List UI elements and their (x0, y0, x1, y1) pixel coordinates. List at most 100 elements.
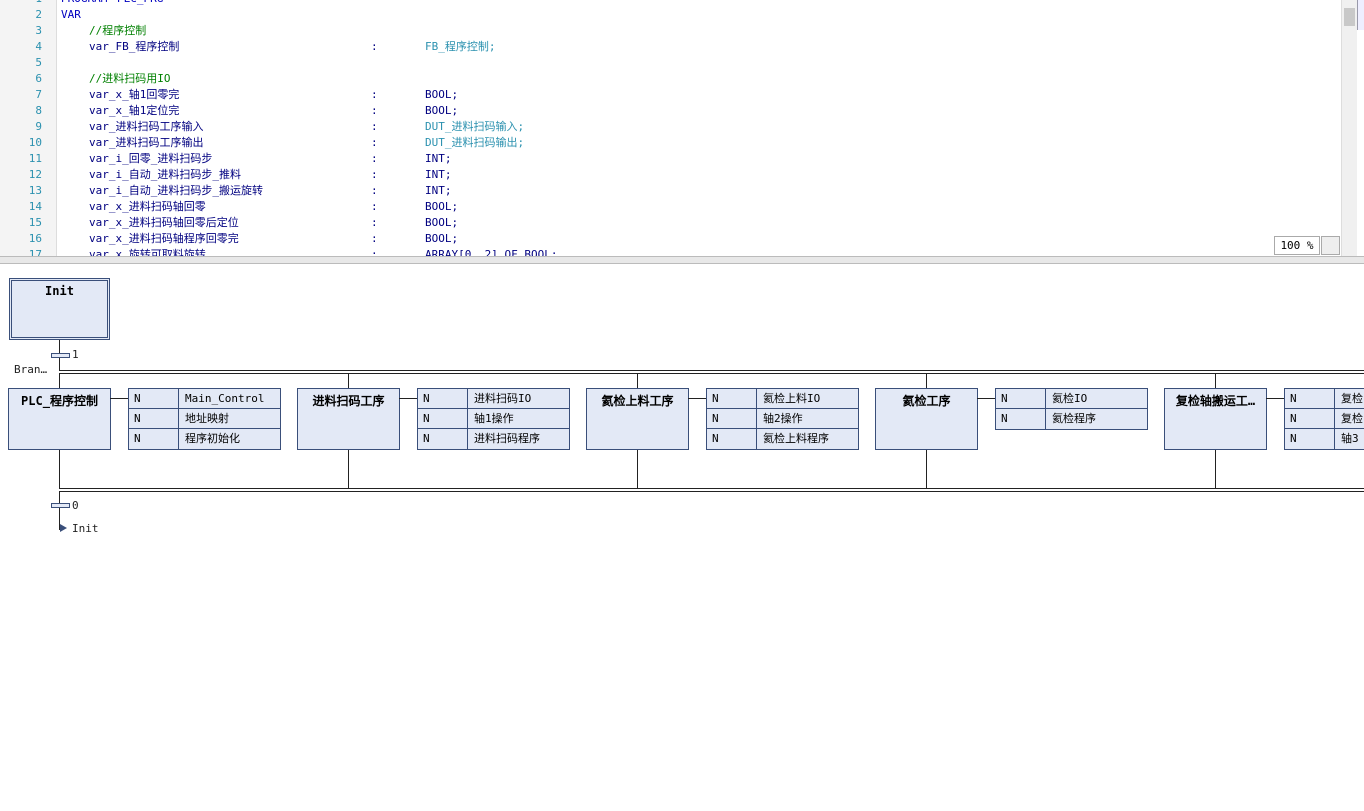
declaration-editor[interactable]: 1 PROGRAM PLC_PRG 2 VAR 3 //程序控制 4 var_FB_程序控制: F… (0, 0, 1341, 256)
connector (59, 491, 60, 530)
action-row: N 进料扫码程序 (418, 429, 569, 449)
connector (1215, 450, 1216, 488)
colon: : (371, 40, 378, 53)
action-name: 复检 (1341, 392, 1363, 405)
variable-type: BOOL; (425, 104, 459, 117)
connector (926, 373, 927, 388)
qualifier: N (1285, 429, 1335, 449)
transition-label: 0 (72, 499, 79, 512)
side-panel[interactable] (1357, 0, 1364, 30)
sfc-editor: Init 1 Bran… PLC_程序控制 N Main_Control N 地址映射 N 程序初… (0, 263, 1364, 811)
line-number: 2 (35, 8, 42, 21)
action-block[interactable]: N 复检 N 复检 N 轴3 (1284, 388, 1364, 450)
line-number: 6 (35, 72, 42, 85)
action-name: 程序初始化 (185, 432, 240, 445)
action-row: N 轴1操作 (418, 409, 569, 429)
step-name: Init (45, 284, 74, 298)
connector (926, 450, 927, 488)
variable-name: var_FB_程序控制 (89, 40, 180, 53)
colon: : (371, 168, 378, 181)
zoom-button[interactable] (1321, 236, 1340, 255)
zoom-field[interactable]: 100 % (1274, 236, 1320, 255)
line-number: 13 (28, 184, 42, 197)
variable-type: BOOL; (425, 216, 459, 229)
colon: : (371, 136, 378, 149)
step[interactable]: 复检轴搬运工… (1164, 388, 1267, 450)
action-name: 地址映射 (185, 412, 229, 425)
splitter[interactable] (0, 256, 1364, 264)
variable-type: BOOL; (425, 200, 459, 213)
variable-type: BOOL; (425, 88, 459, 101)
connector (637, 450, 638, 488)
colon: : (371, 232, 378, 245)
line-gutter (0, 0, 57, 256)
action-name: 轴3 (1341, 432, 1359, 445)
line-number: 4 (35, 40, 42, 53)
action-link (399, 398, 417, 399)
init-step[interactable]: Init (9, 278, 110, 340)
connector (348, 373, 349, 388)
variable-name: var_i_回零_进料扫码步 (89, 152, 213, 165)
connector (59, 373, 60, 388)
action-block[interactable]: N 氦检IO N 氦检程序 (995, 388, 1148, 430)
variable-name: var_x_轴1定位完 (89, 104, 180, 117)
line-number: 14 (28, 200, 42, 213)
transition[interactable] (51, 503, 70, 508)
action-name: 进料扫码IO (474, 392, 532, 405)
action-name: 进料扫码程序 (474, 432, 540, 445)
qualifier: N (996, 389, 1046, 408)
step[interactable]: 进料扫码工序 (297, 388, 400, 450)
step[interactable]: PLC_程序控制 (8, 388, 111, 450)
action-block[interactable]: N 进料扫码IO N 轴1操作 N 进料扫码程序 (417, 388, 570, 450)
variable-type: FB_程序控制; (425, 40, 496, 53)
qualifier: N (1285, 409, 1335, 428)
connector (348, 450, 349, 488)
step[interactable]: 氦检工序 (875, 388, 978, 450)
qualifier: N (418, 409, 468, 428)
step[interactable]: 氦检上料工序 (586, 388, 689, 450)
variable-type: DUT_进料扫码输出; (425, 136, 525, 149)
vertical-scrollbar[interactable] (1341, 0, 1357, 256)
action-row: N 程序初始化 (129, 429, 280, 449)
variable-name: var_x_旋转可取料旋转 (89, 248, 206, 256)
qualifier: N (996, 409, 1046, 429)
variable-name: var_i_自动_进料扫码步_搬运旋转 (89, 184, 263, 197)
connector (1215, 373, 1216, 388)
keyword: PROGRAM (61, 0, 107, 7)
action-block[interactable]: N Main_Control N 地址映射 N 程序初始化 (128, 388, 281, 450)
action-row: N 地址映射 (129, 409, 280, 429)
merge-line (59, 488, 1364, 489)
scroll-thumb[interactable] (1344, 8, 1355, 26)
line-number: 8 (35, 104, 42, 117)
action-name: 轴2操作 (763, 412, 803, 425)
jump-target: Init (72, 522, 99, 535)
colon: : (371, 248, 378, 256)
action-name: 氦检上料程序 (763, 432, 829, 445)
action-block[interactable]: N 氦检上料IO N 轴2操作 N 氦检上料程序 (706, 388, 859, 450)
action-link (110, 398, 128, 399)
action-row: N 氦检IO (996, 389, 1147, 409)
qualifier: N (1285, 389, 1335, 408)
qualifier: N (707, 429, 757, 449)
colon: : (371, 152, 378, 165)
connector (59, 450, 60, 488)
variable-name: var_进料扫码工序输入 (89, 120, 204, 133)
line-number: 16 (28, 232, 42, 245)
qualifier: N (129, 409, 179, 428)
colon: : (371, 200, 378, 213)
colon: : (371, 184, 378, 197)
variable-name: var_x_进料扫码轴回零后定位 (89, 216, 239, 229)
variable-name: var_i_自动_进料扫码步_推料 (89, 168, 241, 181)
branch-line (59, 373, 1364, 374)
line-number: 9 (35, 120, 42, 133)
variable-name: var_x_进料扫码轴程序回零完 (89, 232, 239, 245)
qualifier: N (707, 389, 757, 408)
action-row: N Main_Control (129, 389, 280, 409)
action-row: N 轴3 (1285, 429, 1364, 449)
action-link (1266, 398, 1284, 399)
keyword: VAR (61, 8, 81, 21)
transition[interactable] (51, 353, 70, 358)
action-row: N 氦检程序 (996, 409, 1147, 429)
